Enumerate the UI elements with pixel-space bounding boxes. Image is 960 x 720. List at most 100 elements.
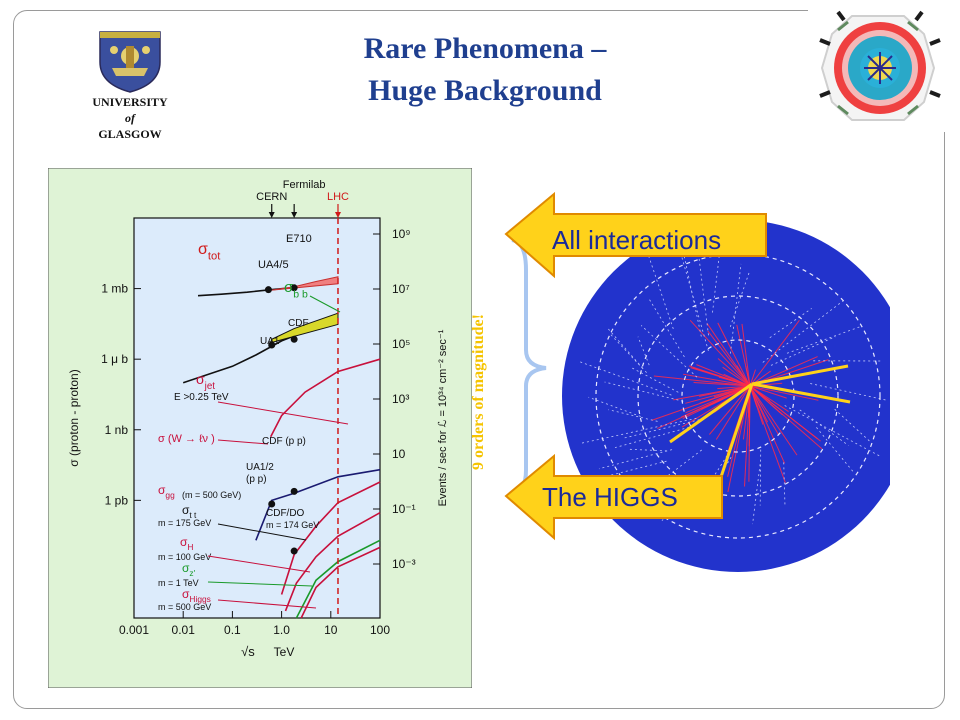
plot-area [133,217,381,619]
track [783,462,786,507]
track [699,385,751,397]
track [749,385,819,401]
track [622,419,700,439]
x-tick-label: 100 [370,623,390,637]
label-cdf-pp: CDF (p p) [262,436,306,447]
label-e710: E710 [286,233,312,245]
y-tick-label: 1 pb [105,493,129,507]
y2-axis-label: Events / sec for ℒ = 10³⁴ cm⁻² sec⁻¹ [437,329,449,506]
y2-tick-label: 10⁵ [392,337,410,351]
track [749,385,787,399]
track [602,460,667,478]
track [685,385,751,404]
y2-tick-label: 10³ [392,392,409,406]
track [709,385,751,435]
all-interactions-label: All interactions [552,225,722,255]
track [578,361,672,396]
track [745,365,751,387]
track [683,373,751,387]
label-mtop-175: m = 175 GeV [158,518,211,528]
marker-label-lhc: LHC [327,191,349,203]
label-jet-cut: E >0.25 TeV [174,392,229,403]
university-logo: UNIVERSITY of GLASGOW [80,28,180,158]
track [629,448,667,452]
label-mh-100: m = 100 GeV [158,552,211,562]
y2-tick-label: 10⁷ [392,282,410,296]
track [691,455,728,512]
track [834,408,872,443]
label-gg-mass: (m = 500 GeV) [182,490,241,500]
track [606,326,643,369]
all-interactions-arrow [504,191,767,279]
y-axis-label: σ (proton - proton) [67,369,81,466]
data-point [290,335,298,343]
title-line-1: Rare Phenomena – [363,32,607,65]
data-point [290,487,298,495]
brace-icon [511,238,547,496]
title-line-2: Huge Background [368,74,602,107]
track [730,263,742,354]
label-cdf: CDF [288,318,309,329]
x-tick-label: 0.01 [172,623,196,637]
track [608,409,658,422]
track [715,385,751,440]
x-axis-unit: TeV [274,645,295,659]
track [614,425,695,448]
university-name: UNIVERSITY of GLASGOW [92,95,168,141]
higgs-label: The HIGGS [542,482,678,512]
track [588,396,641,417]
track [630,366,679,393]
series-line [280,481,381,595]
data-point [268,341,276,349]
w-pointer [217,439,269,445]
track [741,323,751,387]
y2-tick-label: 10 [392,447,406,461]
label-sigma-w: σ (W → ℓν ) [158,433,215,445]
x-tick-label: 0.001 [119,623,149,637]
track [717,322,751,387]
track [759,449,762,506]
higgs-pointer [217,599,317,609]
x-tick-label: 0.1 [224,623,241,637]
x-tick-label: 1.0 [273,623,290,637]
track [604,381,684,402]
track [749,385,779,435]
track [685,385,751,414]
label-cdf-do: CDF/DO [266,508,305,519]
track [610,334,647,373]
track [648,297,685,358]
jet-pointer [217,401,349,425]
series-line [300,546,381,619]
label-mh-500: m = 500 GeV [158,602,211,612]
tt-pointer [217,523,307,541]
label-ua12: UA1/2 [246,462,274,473]
x-axis-symbol: √s [241,644,255,659]
track [717,385,751,390]
data-point [264,286,272,294]
label-mz-1tev: m = 1 TeV [158,578,199,588]
slide-title: Rare Phenomena – Huge Background [250,28,720,112]
track [717,358,751,387]
y2-tick-label: 10⁻³ [392,557,416,571]
data-point [268,500,276,508]
series-line [284,512,381,612]
y2-tick-label: 10⁻¹ [392,502,416,516]
marker-arrow-head [268,212,275,218]
label-ua12-pp: (p p) [246,474,267,485]
higgs-arrow [504,453,723,541]
y-tick-label: 1 nb [105,423,129,437]
marker-arrow-head [334,212,341,218]
h-pointer [207,555,311,573]
cross-section-chart: 0.001 0.01 0.1 1.0 10 100 √s TeV 1 mb 1 μ b 1 nb 1 … [48,168,472,688]
track [722,366,751,387]
track [707,330,751,387]
data-point [290,284,298,292]
sigma-bb-band [269,312,339,344]
marker-label-cern: CERN [256,191,287,203]
y-tick-label: 1 μ b [101,352,128,366]
sigma-tot-band [270,276,339,291]
detector-icon [808,4,948,132]
marker-arrow-head [291,212,298,218]
series-line [295,539,381,619]
label-ua1: UA1 [260,336,280,347]
